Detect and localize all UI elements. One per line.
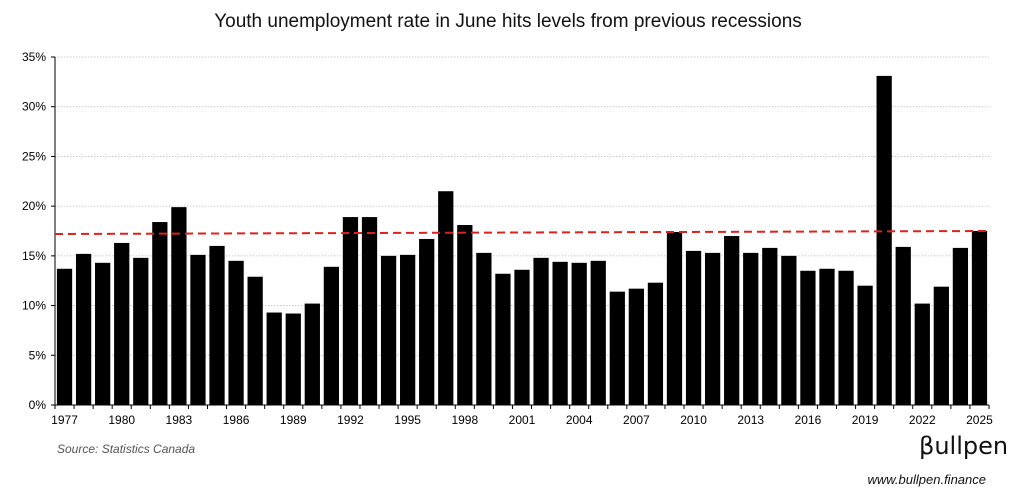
y-tick-label: 30% — [22, 100, 46, 114]
x-tick-label: 1986 — [223, 413, 250, 427]
bar — [152, 222, 168, 405]
x-tick-label: 2007 — [623, 413, 650, 427]
y-tick-label: 20% — [22, 199, 46, 213]
x-tick-label: 2019 — [852, 413, 879, 427]
website-url: www.bullpen.finance — [867, 472, 986, 487]
x-tick-label: 1980 — [108, 413, 135, 427]
y-tick-label: 10% — [22, 299, 46, 313]
bar — [95, 262, 111, 405]
bar — [209, 245, 225, 405]
bars — [56, 75, 988, 406]
bar — [380, 255, 397, 405]
bar — [457, 225, 473, 405]
bullpen-logo: βullpen — [919, 432, 1009, 460]
trendline — [54, 230, 990, 235]
x-tick-label: 1983 — [166, 413, 193, 427]
bar — [743, 252, 759, 405]
bar — [666, 231, 683, 405]
bar — [476, 252, 492, 405]
bar — [762, 247, 778, 405]
bar — [838, 270, 854, 405]
x-tick-label: 2004 — [566, 413, 593, 427]
y-axis-ticks: 0% 5% 10% 15% 20% 25% 30% 35% — [22, 50, 46, 412]
bar — [609, 291, 625, 405]
bar — [819, 268, 835, 405]
x-tick-label: 2013 — [737, 413, 764, 427]
bar — [228, 260, 244, 405]
bar — [342, 217, 359, 405]
bar — [438, 191, 454, 405]
bar — [400, 254, 416, 405]
x-tick-label: 1995 — [394, 413, 421, 427]
x-tick-label: 2025 — [966, 413, 993, 427]
bar — [533, 257, 549, 405]
x-tick-label: 2001 — [509, 413, 536, 427]
y-tick-label: 15% — [22, 249, 46, 263]
bar — [571, 262, 587, 405]
bar — [876, 75, 892, 406]
bar — [171, 207, 187, 405]
bar — [800, 270, 816, 405]
x-tick-label: 1989 — [280, 413, 307, 427]
bar — [304, 303, 320, 405]
bar — [133, 257, 149, 405]
bar — [590, 260, 606, 405]
bar — [952, 247, 969, 405]
x-tick-label: 1992 — [337, 413, 364, 427]
bar — [781, 255, 797, 405]
bar — [419, 238, 435, 405]
x-tick-label: 1977 — [51, 413, 78, 427]
axes — [51, 56, 989, 406]
y-tick-label: 35% — [22, 50, 46, 64]
bar — [285, 313, 301, 405]
y-tick-label: 25% — [22, 149, 46, 163]
x-axis-ticks: 1977 1980 1983 1986 1989 1992 1995 1998 2001 2004… — [51, 405, 993, 427]
x-tick-label: 2022 — [909, 413, 936, 427]
bar — [857, 285, 873, 405]
bar — [895, 246, 911, 405]
bar — [704, 252, 721, 405]
bar — [933, 286, 949, 405]
chart-title: Youth unemployment rate in June hits lev… — [214, 11, 802, 32]
bar — [495, 273, 511, 405]
bar — [724, 235, 740, 405]
bar — [114, 242, 130, 405]
bar — [514, 269, 530, 405]
bar — [971, 231, 988, 405]
bar — [361, 217, 378, 405]
trend-line — [54, 230, 990, 235]
bar — [75, 253, 92, 405]
bar — [190, 254, 206, 405]
bar — [247, 276, 263, 405]
x-tick-label: 1998 — [451, 413, 478, 427]
bar — [685, 250, 702, 405]
bar — [552, 261, 568, 405]
bar — [266, 312, 282, 405]
x-tick-label: 2010 — [680, 413, 707, 427]
x-tick-label: 2016 — [795, 413, 822, 427]
bar — [323, 266, 340, 405]
source-note: Source: Statistics Canada — [57, 442, 196, 456]
bar — [647, 282, 664, 405]
bar — [628, 288, 644, 405]
bar — [56, 268, 73, 405]
y-tick-label: 5% — [29, 348, 47, 362]
y-tick-label: 0% — [29, 398, 47, 412]
bar — [914, 303, 930, 405]
